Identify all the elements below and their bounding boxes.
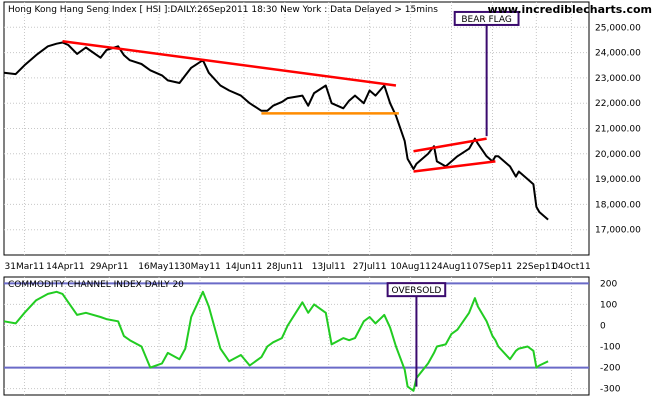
cci-y-tick-label: -300 (600, 385, 621, 395)
x-tick-label: 28Jun11 (266, 262, 303, 272)
price-y-tick-label: 21,000.00 (595, 125, 641, 135)
price-y-tick-label: 25,000.00 (595, 23, 641, 33)
cci-chart-title: COMMODITY CHANNEL INDEX DAILY 20 (8, 280, 184, 290)
x-tick-label: 10Aug11 (390, 262, 430, 272)
x-tick-label: 29Apr11 (90, 262, 128, 272)
cci-y-tick-label: 0 (600, 321, 606, 331)
cci-series-line (3, 290, 549, 392)
x-tick-label: 14Jun11 (225, 262, 262, 272)
price-y-tick-label: 19,000.00 (595, 175, 641, 185)
price-panel (3, 1, 590, 256)
x-tick-label: 04Oct11 (552, 262, 590, 272)
price-y-tick-label: 18,000.00 (595, 200, 641, 210)
x-tick-label: 22Sep11 (516, 262, 556, 272)
oversold-label: OVERSOLD (392, 286, 442, 296)
trendline (413, 160, 496, 173)
x-tick-label: 07Sep11 (473, 262, 513, 272)
cci-y-tick-label: -100 (600, 343, 621, 353)
x-tick-label: 30May11 (179, 262, 221, 272)
cci-y-tick-label: 100 (600, 300, 617, 310)
cci-y-tick-label: 200 (600, 279, 617, 289)
bear-flag-box (453, 10, 520, 26)
price-y-tick-label: 20,000.00 (595, 150, 641, 160)
cci-panel (3, 276, 590, 396)
price-chart-title: Hong Kong Hang Seng Index [ HSI ]:DAILY:… (8, 5, 438, 15)
watermark: www.incrediblecharts.com (488, 3, 652, 16)
x-tick-label: 16May11 (138, 262, 180, 272)
trendline (413, 137, 487, 153)
x-tick-label: 13Jul11 (312, 262, 346, 272)
price-y-tick-label: 17,000.00 (595, 226, 641, 236)
x-tick-label: 27Jul11 (353, 262, 387, 272)
bear-flag-label: BEAR FLAG (461, 15, 512, 25)
trendline (62, 39, 397, 87)
cci-y-tick-label: -200 (600, 364, 621, 374)
x-tick-label: 24Aug11 (431, 262, 471, 272)
price-y-tick-label: 24,000.00 (595, 49, 641, 59)
price-y-tick-label: 22,000.00 (595, 99, 641, 109)
oversold-box (386, 282, 447, 298)
price-y-tick-label: 23,000.00 (595, 74, 641, 84)
price-series-line (3, 41, 549, 221)
x-tick-label: 31Mar11 (5, 262, 45, 272)
x-tick-label: 14Apr11 (46, 262, 84, 272)
